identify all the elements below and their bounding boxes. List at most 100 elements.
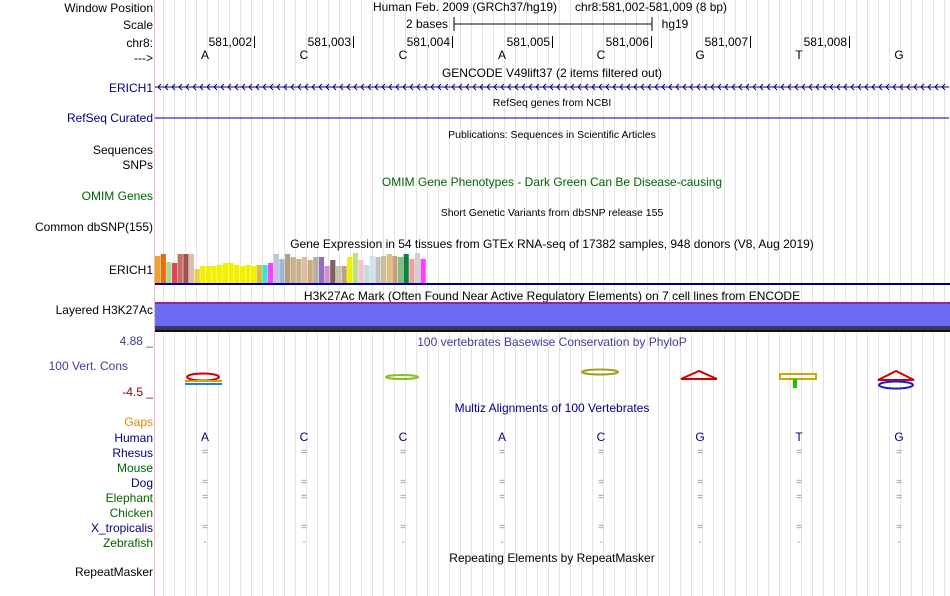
repeatmasker-track-title: Repeating Elements by RepeatMasker [449, 551, 655, 565]
species-label-chicken[interactable]: Chicken [109, 506, 153, 520]
strand-chevron [367, 83, 372, 91]
grid-line [449, 0, 450, 596]
gtex-tissue-bar [296, 259, 302, 283]
dbsnp-track-label[interactable]: Common dbSNP(155) [34, 220, 153, 234]
grid-line [460, 0, 461, 596]
region-title: chr8:581,002-581,009 (8 bp) [574, 0, 728, 14]
strand-chevron [885, 83, 890, 91]
gtex-track-label[interactable]: ERICH1 [108, 263, 153, 277]
alignment-symbol: - [401, 537, 405, 548]
refseq-track-title: RefSeq genes from NCBI [492, 97, 612, 109]
grid-line [295, 0, 296, 596]
refseq-track-label[interactable]: RefSeq Curated [66, 111, 153, 125]
scale-bar [453, 17, 653, 31]
species-label-zebrafish[interactable]: Zebrafish [102, 536, 153, 550]
strand-chevron [633, 83, 638, 91]
strand-chevron [878, 83, 883, 91]
gtex-tissue-bar [194, 269, 200, 283]
strand-chevron [171, 83, 176, 91]
gencode-track-label[interactable]: ERICH1 [108, 81, 153, 95]
alignment-symbol: = [400, 492, 406, 503]
alignment-symbol: = [301, 522, 307, 533]
base-letter: G [695, 48, 705, 62]
strand-chevron [661, 83, 666, 91]
grid-line [669, 0, 670, 596]
strand-chevron [234, 83, 239, 91]
gtex-baseline [155, 283, 950, 285]
grid-line [548, 0, 549, 596]
gtex-tissue-bar [177, 254, 183, 283]
strand-chevron [276, 83, 281, 91]
alignment-symbol: = [202, 447, 208, 458]
grid-line [625, 0, 626, 596]
species-label-dog[interactable]: Dog [130, 476, 153, 490]
ruler-tick [849, 36, 850, 48]
gencode-track-title: GENCODE V49lift37 (2 items filtered out) [441, 66, 663, 80]
gtex-tissue-bar [205, 266, 212, 283]
gtex-tissue-bar [330, 260, 336, 283]
strand-chevron [773, 83, 778, 91]
alignment-symbol: = [598, 477, 604, 488]
vert-cons-track-label[interactable]: 100 Vert. Cons [48, 359, 128, 373]
snps-track-label[interactable]: SNPs [122, 158, 153, 172]
gtex-bar-graph[interactable] [155, 252, 555, 284]
alignment-symbol: = [202, 492, 208, 503]
ruler-tick [452, 36, 453, 48]
gtex-tissue-bar [403, 254, 409, 283]
omim-track-label[interactable]: OMIM Genes [81, 189, 153, 203]
erich1-gene-feature[interactable] [155, 82, 950, 92]
alignment-symbol: = [796, 492, 802, 503]
strand-chevron [318, 83, 323, 91]
strand-chevron [192, 83, 197, 91]
alignment-symbol: = [796, 477, 802, 488]
strand-chevron [465, 83, 470, 91]
refseq-gene-feature[interactable] [155, 116, 950, 120]
gtex-tissue-bar [239, 266, 245, 283]
species-label-elephant[interactable]: Elephant [105, 491, 153, 505]
gtex-tissue-bar [188, 254, 195, 283]
alignment-symbol: = [697, 447, 703, 458]
strand-chevron [213, 83, 218, 91]
grid-line [680, 0, 681, 596]
strand-chevron [563, 83, 568, 91]
strand-chevron [941, 83, 946, 91]
alignment-symbol: = [697, 477, 703, 488]
species-label-x_tropicalis[interactable]: X_tropicalis [90, 521, 153, 535]
h3k27ac-track-label[interactable]: Layered H3K27Ac [55, 303, 153, 317]
strand-chevron [871, 83, 876, 91]
gtex-tissue-bar [341, 266, 347, 283]
phylop-logos[interactable] [155, 366, 950, 392]
grid-line [372, 0, 373, 596]
alignment-symbol: = [896, 492, 902, 503]
alignment-symbol: = [697, 492, 703, 503]
grid-line [504, 0, 505, 596]
species-label-mouse[interactable]: Mouse [116, 461, 153, 475]
h3k27ac-signal[interactable] [155, 302, 950, 332]
gtex-tissue-bar [409, 259, 415, 283]
repeatmasker-track-label[interactable]: RepeatMasker [74, 565, 153, 579]
grid-line [581, 0, 582, 596]
alignment-symbol: - [203, 537, 207, 548]
strand-chevrons [157, 83, 946, 91]
species-label-rhesus[interactable]: Rhesus [112, 446, 153, 460]
alignment-symbol: = [598, 522, 604, 533]
strand-chevron [724, 83, 729, 91]
strand-chevron [577, 83, 582, 91]
strand-chevron [850, 83, 855, 91]
strand-chevron [598, 83, 603, 91]
strand-chevron [934, 83, 939, 91]
strand-chevron [325, 83, 330, 91]
gtex-tissue-bar [420, 259, 426, 283]
strand-chevron [731, 83, 736, 91]
strand-chevron [157, 83, 162, 91]
gtex-tissue-bar [285, 254, 291, 283]
gtex-tissue-bar [307, 260, 313, 283]
strand-chevron [675, 83, 680, 91]
species-label-human[interactable]: Human [114, 431, 153, 445]
sequences-track-label[interactable]: Sequences [92, 143, 153, 157]
grid-line [328, 0, 329, 596]
strand-chevron [626, 83, 631, 91]
strand-chevron [346, 83, 351, 91]
grid-line [592, 0, 593, 596]
gtex-tissue-bar [386, 254, 392, 283]
